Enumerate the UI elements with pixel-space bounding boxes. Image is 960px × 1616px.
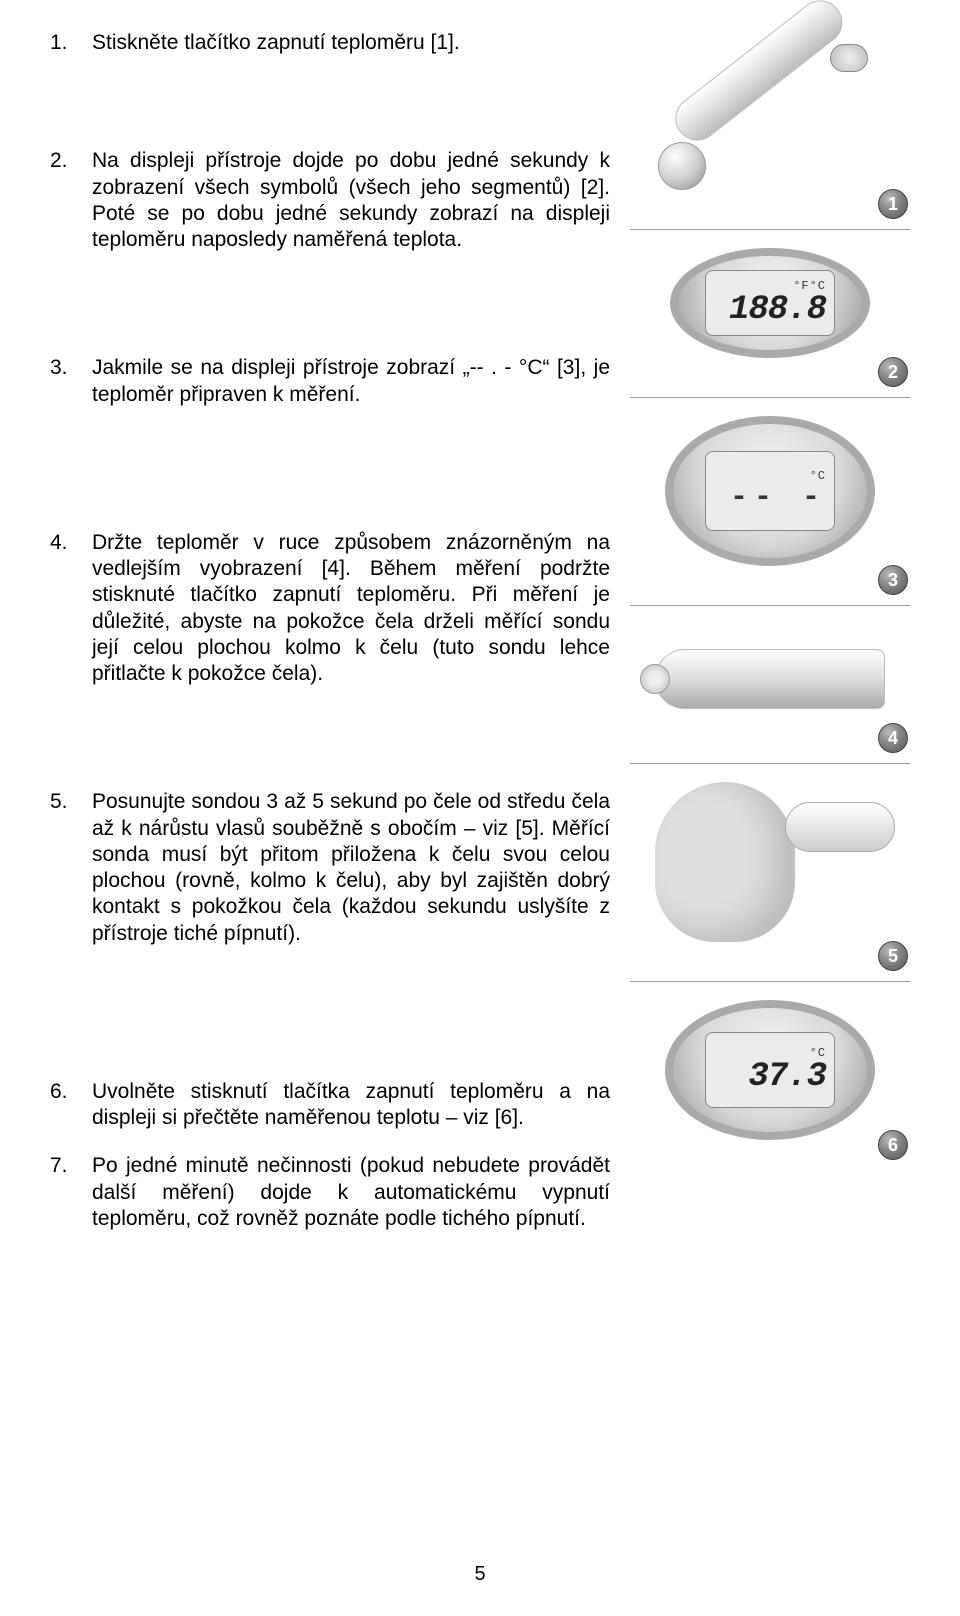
step-4: 4. Držte teploměr v ruce způsobem znázor… — [50, 530, 610, 688]
lcd-dashes: -- - — [730, 483, 826, 513]
step-3: 3. Jakmile se na displeji přístroje zobr… — [50, 355, 610, 408]
figure-badge: 6 — [878, 1130, 908, 1160]
step-number: 7. — [50, 1153, 92, 1179]
lcd-display-icon: °C 37.3 — [665, 1000, 875, 1140]
step-1: 1. Stiskněte tlačítko zapnutí teploměru … — [50, 30, 610, 56]
step-number: 4. — [50, 530, 92, 556]
thermometer-diagonal-icon — [650, 30, 890, 200]
figure-3: °C -- - 3 — [630, 416, 910, 606]
forehead-scan-icon — [655, 782, 885, 942]
figure-2: °F°C 188.8 2 — [630, 248, 910, 398]
step-7: 7. Po jedné minutě nečinnosti (pokud neb… — [50, 1153, 610, 1232]
step-number: 5. — [50, 789, 92, 815]
step-number: 2. — [50, 148, 92, 174]
figure-badge: 3 — [878, 565, 908, 595]
figure-badge: 1 — [878, 189, 908, 219]
step-text: Jakmile se na displeji přístroje zobrazí… — [92, 355, 610, 408]
lcd-digits: 37.3 — [748, 1060, 826, 1094]
step-5: 5. Posunujte sondou 3 až 5 sekund po čel… — [50, 789, 610, 947]
step-number: 1. — [50, 30, 92, 56]
probe-side-icon — [655, 649, 885, 709]
step-text: Po jedné minutě nečinnosti (pokud nebude… — [92, 1153, 610, 1232]
figure-badge: 2 — [878, 357, 908, 387]
figure-column: 1 °F°C 188.8 2 °C -- - 3 4 — [630, 30, 910, 1244]
figure-1: 1 — [630, 30, 910, 230]
step-text: Držte teploměr v ruce způsobem znázorněn… — [92, 530, 610, 688]
step-text: Stiskněte tlačítko zapnutí teploměru [1]… — [92, 30, 610, 56]
step-2: 2. Na displeji přístroje dojde po dobu j… — [50, 148, 610, 253]
lcd-display-icon: °C -- - — [665, 416, 875, 566]
step-text: Posunujte sondou 3 až 5 sekund po čele o… — [92, 789, 610, 947]
page-number: 5 — [474, 1563, 485, 1586]
figure-badge: 5 — [878, 941, 908, 971]
step-number: 3. — [50, 355, 92, 381]
figure-4: 4 — [630, 624, 910, 764]
step-text: Na displeji přístroje dojde po dobu jedn… — [92, 148, 610, 253]
figure-5: 5 — [630, 782, 910, 982]
lcd-display-icon: °F°C 188.8 — [670, 248, 870, 358]
step-text: Uvolněte stisknutí tlačítka zapnutí tepl… — [92, 1079, 610, 1132]
figure-badge: 4 — [878, 723, 908, 753]
lcd-digits: 188.8 — [729, 293, 826, 327]
step-number: 6. — [50, 1079, 92, 1105]
figure-6: °C 37.3 6 — [630, 1000, 910, 1170]
step-6: 6. Uvolněte stisknutí tlačítka zapnutí t… — [50, 1079, 610, 1132]
text-column: 1. Stiskněte tlačítko zapnutí teploměru … — [50, 30, 610, 1244]
